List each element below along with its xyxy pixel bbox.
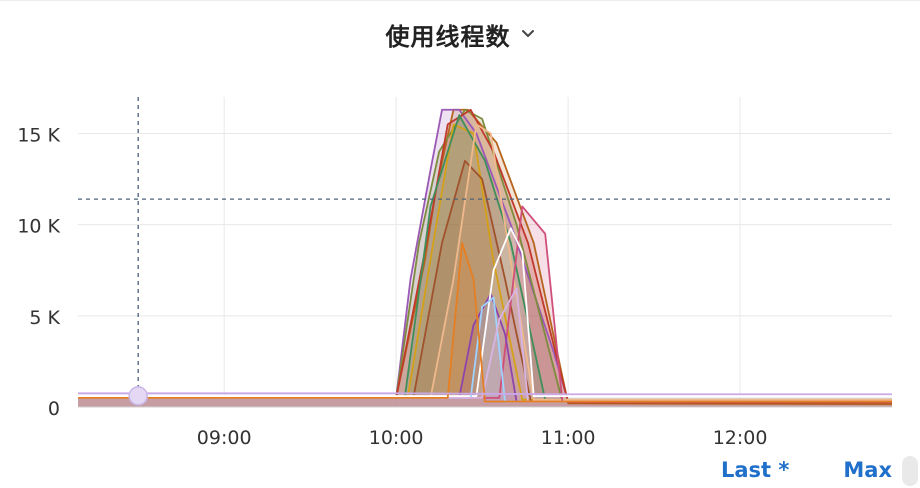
series-area: [78, 109, 892, 407]
series-line: [78, 114, 892, 401]
y-tick-label: 10 K: [17, 216, 60, 238]
series-area: [78, 297, 892, 407]
series-area: [78, 109, 892, 407]
series-area: [78, 124, 892, 408]
x-tick-label: 10:00: [369, 427, 424, 449]
panel-title: 使用线程数: [385, 22, 511, 51]
legend-scrollbar[interactable]: [902, 456, 918, 486]
panel-title-menu[interactable]: 使用线程数: [386, 17, 535, 52]
y-tick-label: 5 K: [29, 307, 60, 329]
series-line: [78, 227, 892, 397]
series-area: [78, 160, 892, 407]
series-line: [78, 241, 892, 403]
panel-header: 使用线程数: [0, 12, 920, 56]
legend-controls: Last * Max: [721, 458, 892, 482]
top-divider: [0, 0, 920, 1]
series-line: [78, 108, 892, 404]
series-line: [78, 123, 892, 401]
series-area: [78, 293, 892, 407]
chevron-down-icon[interactable]: [521, 29, 535, 39]
series-line: [78, 108, 892, 403]
x-tick-label: 11:00: [541, 427, 596, 449]
series-area: [78, 228, 892, 407]
series-line: [78, 392, 892, 396]
series-area: [78, 115, 892, 407]
series-line: [78, 123, 892, 401]
legend-last-toggle[interactable]: Last *: [720, 458, 790, 482]
series-area: [78, 109, 892, 407]
x-tick-label: 12:00: [713, 427, 768, 449]
hover-point-marker: [128, 386, 148, 406]
x-tick-label: 09:00: [197, 427, 252, 449]
y-tick-label: 0: [48, 398, 60, 420]
series-area: [78, 109, 892, 407]
legend-max-toggle[interactable]: Max: [843, 458, 892, 482]
series-area: [78, 124, 892, 408]
y-tick-label: 15 K: [17, 124, 60, 146]
